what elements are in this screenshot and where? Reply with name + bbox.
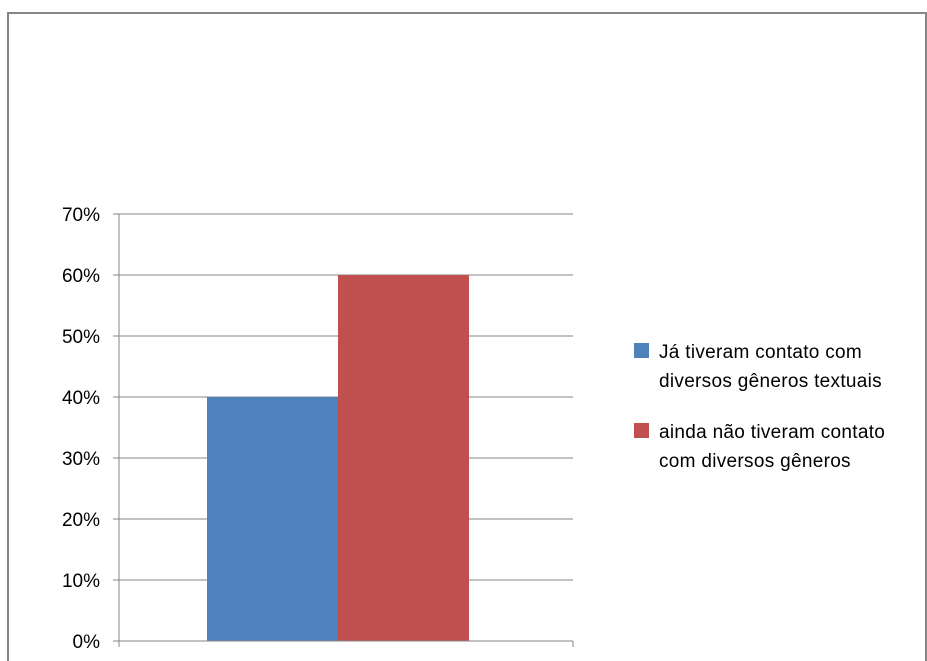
y-tick-label: 70%	[62, 205, 100, 226]
y-tick-label: 60%	[62, 266, 100, 287]
bar-series-2	[338, 275, 469, 641]
y-tick-label: 40%	[62, 388, 100, 409]
y-tick-label: 20%	[62, 510, 100, 531]
legend-swatch-series-2	[634, 423, 649, 438]
y-tick-label: 10%	[62, 571, 100, 592]
legend-item-series-2: ainda não tiveram contato com diversos g…	[634, 418, 924, 476]
legend-swatch-series-1	[634, 343, 649, 358]
legend-label-series-1: Já tiveram contato com diversos gêneros …	[659, 342, 882, 392]
legend-label-series-2: ainda não tiveram contato com diversos g…	[659, 422, 886, 472]
y-axis-tick-labels: 0% 10% 20% 30% 40% 50% 60% 70%	[62, 205, 100, 653]
legend-item-series-1: Já tiveram contato com diversos gêneros …	[634, 338, 924, 396]
bars	[207, 275, 469, 641]
y-tick-label: 50%	[62, 327, 100, 348]
y-tick-label: 0%	[73, 632, 101, 653]
legend: Já tiveram contato com diversos gêneros …	[634, 338, 924, 498]
axes	[113, 214, 574, 647]
bar-series-1	[207, 397, 338, 641]
y-tick-label: 30%	[62, 449, 100, 470]
